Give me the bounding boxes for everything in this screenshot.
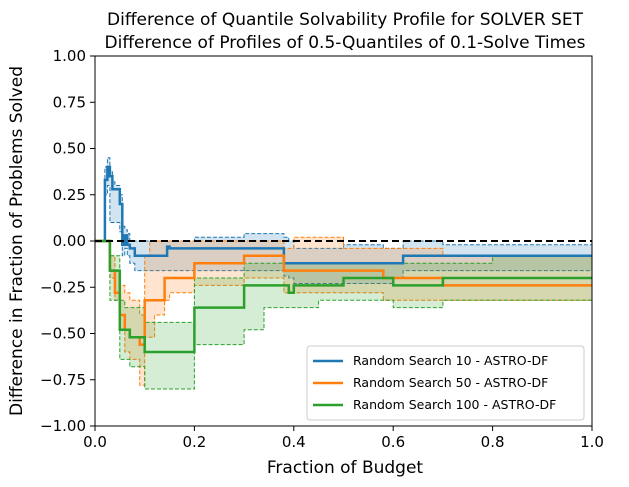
y-tick-label: 0.25	[53, 186, 86, 204]
legend-box	[306, 345, 585, 421]
legend-label-1: Random Search 10 - ASTRO-DF	[353, 353, 548, 368]
y-tick-label: −1.00	[40, 417, 86, 435]
series-1-lower-bound	[95, 185, 592, 284]
legend-label-2: Random Search 50 - ASTRO-DF	[353, 375, 548, 390]
chart-title: Difference of Quantile Solvability Profi…	[107, 10, 584, 30]
series-lines	[95, 165, 592, 354]
x-axis-label: Fraction of Budget	[267, 458, 424, 478]
y-tick-label: 0.00	[53, 232, 86, 250]
y-tick-label: 0.50	[53, 140, 86, 158]
x-axis-ticks: 0.0 0.2 0.4 0.6 0.8 1.0	[83, 426, 604, 451]
series-1-upper-bound	[95, 157, 592, 249]
x-tick-label: 0.8	[481, 433, 505, 451]
x-tick-label: 0.4	[282, 433, 306, 451]
y-tick-label: −0.50	[40, 325, 86, 343]
y-axis-label: Difference in Fraction of Problems Solve…	[7, 66, 27, 416]
series-1-ci-band	[95, 157, 592, 284]
x-tick-label: 0.6	[381, 433, 405, 451]
y-tick-label: −0.75	[40, 371, 86, 389]
series-3-lower-bound	[95, 240, 592, 390]
x-tick-label: 0.2	[182, 433, 206, 451]
x-tick-label: 1.0	[580, 433, 604, 451]
legend-label-3: Random Search 100 - ASTRO-DF	[353, 397, 556, 412]
y-tick-label: 1.00	[53, 47, 86, 65]
y-axis-ticks: −1.00 −0.75 −0.50 −0.25 0.00 0.25 0.50 0.75 1.00	[40, 47, 95, 435]
y-tick-label: 0.75	[53, 93, 86, 111]
legend: Random Search 10 - ASTRO-DF Random Search…	[306, 345, 585, 421]
series-2-ci-band	[95, 237, 592, 386]
y-tick-label: −0.25	[40, 278, 86, 296]
x-tick-label: 0.0	[83, 433, 107, 451]
series-2-lower-bound	[95, 240, 592, 386]
series-1-line	[95, 165, 592, 265]
series-2-upper-bound	[95, 236, 592, 316]
chart-subtitle: Difference of Profiles of 0.5-Quantiles …	[105, 33, 586, 53]
series-3-line	[95, 239, 592, 354]
